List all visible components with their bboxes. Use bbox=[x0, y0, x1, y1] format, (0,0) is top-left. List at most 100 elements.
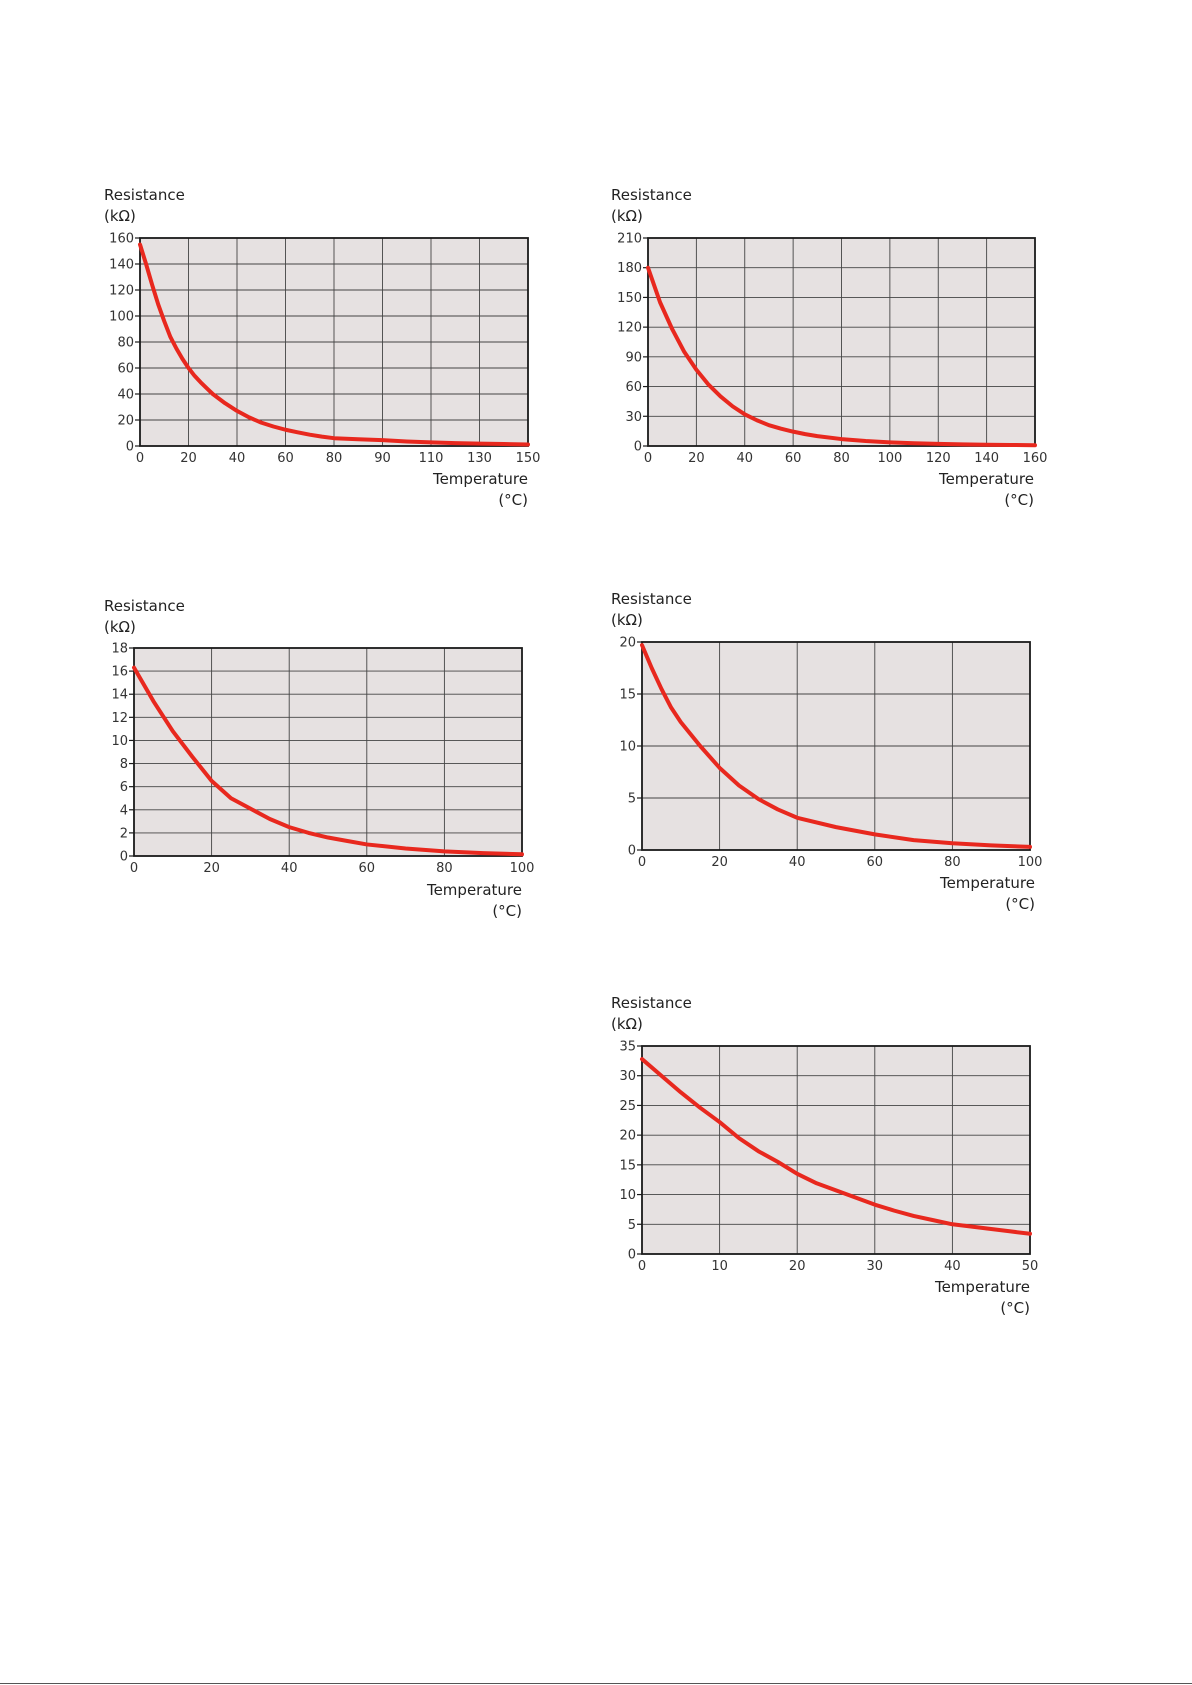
chart-1-xlabel-line2: (°C) bbox=[498, 491, 528, 509]
chart-5-ytick-label: 25 bbox=[619, 1099, 636, 1114]
chart-5-xlabel-line2: (°C) bbox=[1000, 1299, 1030, 1317]
chart-5-xlabel-line1: Temperature bbox=[934, 1278, 1030, 1296]
chart-1-ytick-label: 80 bbox=[117, 336, 134, 351]
chart-2-xtick-label: 140 bbox=[974, 451, 999, 466]
chart-2-ytick-label: 30 bbox=[625, 410, 642, 425]
chart-1-xtick-label: 40 bbox=[229, 451, 246, 466]
chart-5-ylabel-line1: Resistance bbox=[611, 994, 692, 1012]
chart-3-xlabel-line2: (°C) bbox=[492, 902, 522, 920]
chart-1-xtick-label: 60 bbox=[277, 451, 294, 466]
chart-3-xtick-label: 40 bbox=[281, 861, 298, 876]
chart-3-ytick-label: 14 bbox=[111, 688, 128, 703]
chart-2-xtick-label: 60 bbox=[785, 451, 802, 466]
chart-2-xtick-label: 160 bbox=[1023, 451, 1048, 466]
chart-2-xtick-label: 80 bbox=[833, 451, 850, 466]
chart-3-ytick-label: 8 bbox=[120, 757, 128, 772]
chart-1-ylabel-line1: Resistance bbox=[104, 186, 185, 204]
chart-2-ytick-label: 60 bbox=[625, 380, 642, 395]
chart-2-ytick-label: 210 bbox=[617, 232, 642, 247]
chart-5-ytick-label: 15 bbox=[619, 1158, 636, 1173]
chart-3: 0 2 4 6 8 10 12 14 16 18 0 20 40 60 80 100 bbox=[111, 642, 535, 877]
chart-2-xtick-label: 0 bbox=[644, 451, 652, 466]
chart-3-ytick-label: 16 bbox=[111, 665, 128, 680]
chart-4-ylabel-line2: (kΩ) bbox=[611, 611, 643, 629]
chart-5-ylabel-line2: (kΩ) bbox=[611, 1015, 643, 1033]
chart-3-ytick-label: 2 bbox=[120, 826, 128, 841]
chart-4-xtick-label: 20 bbox=[711, 855, 728, 870]
chart-2-xlabel-line1: Temperature bbox=[938, 470, 1034, 488]
chart-2-frame bbox=[647, 237, 1036, 447]
chart-3-series-line bbox=[132, 665, 524, 857]
chart-1-xtick-label: 110 bbox=[419, 451, 444, 466]
chart-4-xtick-label: 100 bbox=[1018, 855, 1043, 870]
chart-2-xtick-label: 40 bbox=[736, 451, 753, 466]
chart-2-series-line bbox=[646, 265, 1037, 448]
chart-4-xtick-label: 0 bbox=[638, 855, 646, 870]
chart-5-ytick-label: 10 bbox=[619, 1188, 636, 1203]
chart-3-ytick-label: 18 bbox=[111, 642, 128, 657]
chart-4-ytick-label: 20 bbox=[619, 636, 636, 651]
chart-1-ylabel-line2: (kΩ) bbox=[104, 207, 136, 225]
chart-5-xtick-label: 40 bbox=[944, 1259, 961, 1274]
chart-3-ytick-label: 6 bbox=[120, 780, 128, 795]
chart-1-xlabel-line1: Temperature bbox=[432, 470, 528, 488]
chart-4-xtick-label: 60 bbox=[867, 855, 884, 870]
chart-4-xtick-label: 40 bbox=[789, 855, 806, 870]
chart-3-xtick-label: 100 bbox=[510, 861, 535, 876]
chart-5-frame bbox=[641, 1045, 1031, 1255]
chart-3-ytick-label: 10 bbox=[111, 734, 128, 749]
chart-3-xlabel-line1: Temperature bbox=[426, 881, 522, 899]
chart-2-ytick-label: 0 bbox=[634, 440, 642, 455]
chart-5-ytick-label: 30 bbox=[619, 1069, 636, 1084]
chart-5-xtick-label: 10 bbox=[711, 1259, 728, 1274]
chart-4-ylabel-line1: Resistance bbox=[611, 590, 692, 608]
chart-1-ytick-label: 140 bbox=[109, 258, 134, 273]
chart-1: 0 20 40 60 80 100 120 140 160 0 20 40 60 80 90 110 130 15… bbox=[109, 232, 541, 467]
chart-5-plot-area bbox=[642, 1046, 1030, 1254]
chart-1-ytick-label: 20 bbox=[117, 414, 134, 429]
footer-rule bbox=[0, 1683, 1192, 1684]
chart-4-xtick-label: 80 bbox=[944, 855, 961, 870]
chart-3-ytick-label: 0 bbox=[120, 850, 128, 865]
chart-3-ytick-label: 4 bbox=[120, 803, 128, 818]
chart-5-xtick-label: 0 bbox=[638, 1259, 646, 1274]
chart-5-series-line bbox=[640, 1057, 1032, 1236]
chart-1-xtick-label: 130 bbox=[467, 451, 492, 466]
chart-1-ytick-label: 40 bbox=[117, 388, 134, 403]
chart-5-ytick-label: 20 bbox=[619, 1129, 636, 1144]
chart-5-ytick-label: 5 bbox=[628, 1218, 636, 1233]
chart-1-xtick-label: 150 bbox=[516, 451, 541, 466]
chart-2-ytick-label: 90 bbox=[625, 350, 642, 365]
chart-2-xtick-label: 100 bbox=[877, 451, 902, 466]
chart-4-xlabel-line1: Temperature bbox=[939, 874, 1035, 892]
chart-2: 0 30 60 90 120 150 180 210 0 20 40 60 80 100 120 140 160 bbox=[617, 232, 1048, 467]
chart-3-xtick-label: 20 bbox=[203, 861, 220, 876]
chart-4-ytick-label: 0 bbox=[628, 844, 636, 859]
chart-1-series-line bbox=[138, 242, 530, 447]
chart-3-ylabel-line1: Resistance bbox=[104, 597, 185, 615]
chart-1-xtick-label: 0 bbox=[136, 451, 144, 466]
chart-2-ylabel-line1: Resistance bbox=[611, 186, 692, 204]
chart-5-ytick-label: 0 bbox=[628, 1248, 636, 1263]
chart-1-ytick-label: 60 bbox=[117, 362, 134, 377]
chart-2-ylabel-line2: (kΩ) bbox=[611, 207, 643, 225]
chart-3-xtick-label: 0 bbox=[130, 861, 138, 876]
chart-4-ytick-label: 5 bbox=[628, 792, 636, 807]
chart-2-ytick-label: 180 bbox=[617, 261, 642, 276]
chart-3-frame bbox=[133, 647, 523, 857]
chart-3-xtick-label: 60 bbox=[359, 861, 376, 876]
chart-4-xlabel-line2: (°C) bbox=[1005, 895, 1035, 913]
chart-5: 0 5 10 15 20 25 30 35 0 10 20 30 40 50 bbox=[619, 1040, 1038, 1275]
chart-2-ytick-label: 120 bbox=[617, 321, 642, 336]
chart-4: 0 5 10 15 20 0 20 40 60 80 100 bbox=[619, 636, 1043, 871]
chart-3-ytick-label: 12 bbox=[111, 711, 128, 726]
chart-2-ytick-label: 150 bbox=[617, 291, 642, 306]
chart-4-series-line bbox=[640, 643, 1032, 849]
chart-5-xtick-label: 20 bbox=[789, 1259, 806, 1274]
chart-2-xlabel-line2: (°C) bbox=[1004, 491, 1034, 509]
chart-1-ytick-label: 0 bbox=[126, 440, 134, 455]
chart-2-xtick-label: 120 bbox=[926, 451, 951, 466]
chart-1-xtick-label: 90 bbox=[374, 451, 391, 466]
chart-3-ylabel-line2: (kΩ) bbox=[104, 618, 136, 636]
